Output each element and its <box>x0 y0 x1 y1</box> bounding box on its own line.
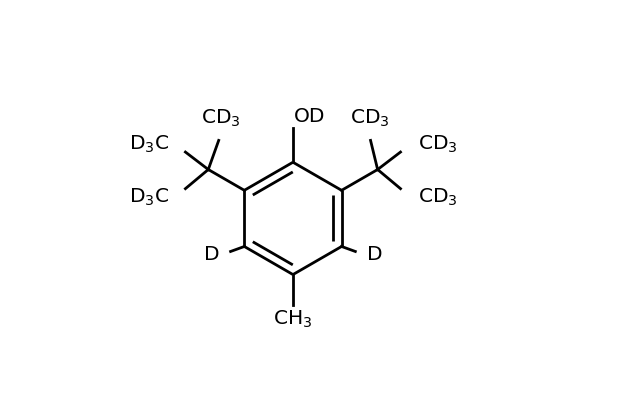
Text: D: D <box>367 245 382 264</box>
Text: D$_3$C: D$_3$C <box>129 187 169 208</box>
Text: OD: OD <box>294 106 326 126</box>
Text: D$_3$C: D$_3$C <box>129 134 169 155</box>
Text: CD$_3$: CD$_3$ <box>419 187 458 208</box>
Text: CD$_3$: CD$_3$ <box>349 108 389 129</box>
Text: CD$_3$: CD$_3$ <box>201 108 241 129</box>
Text: CH$_3$: CH$_3$ <box>273 309 312 330</box>
Text: D: D <box>204 245 220 264</box>
Text: CD$_3$: CD$_3$ <box>419 134 458 155</box>
